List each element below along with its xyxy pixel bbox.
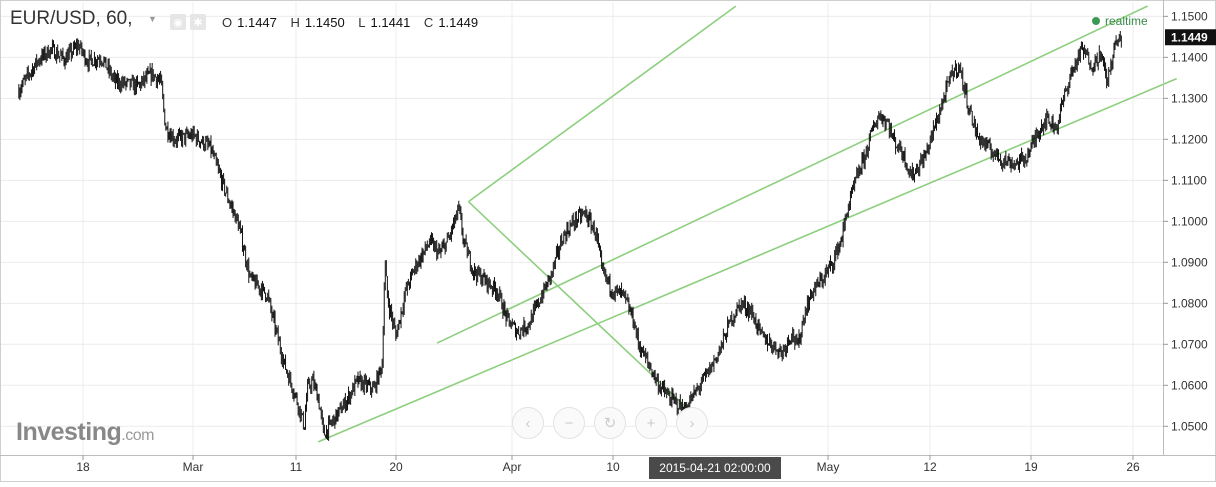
low-value: 1.1441: [370, 15, 411, 30]
last-price-tag: [1165, 29, 1216, 46]
chevron-left-icon: ‹: [525, 414, 531, 432]
y-tick-label: 1.1400: [1171, 50, 1208, 64]
minus-icon: −: [564, 414, 574, 432]
low-key: L: [358, 15, 366, 30]
open-key: O: [222, 15, 233, 30]
refresh-icon: ↻: [603, 415, 617, 432]
candles: [18, 30, 1122, 441]
scroll-left-button[interactable]: ‹: [512, 407, 544, 439]
x-tick-label: Apr: [503, 460, 522, 474]
reset-button[interactable]: ↻: [594, 407, 626, 439]
channel-line[interactable]: [468, 5, 737, 203]
high-key: H: [290, 15, 300, 30]
y-tick-label: 1.0500: [1171, 419, 1208, 433]
chevron-down-icon[interactable]: ▼: [148, 14, 157, 24]
y-tick-label: 1.0600: [1171, 378, 1208, 392]
close-key: C: [423, 15, 434, 30]
y-tick-label: 1.0900: [1171, 255, 1208, 269]
ohlc-readout: O 1.1447 H 1.1450 L 1.1441 C 1.1449: [222, 15, 488, 30]
zoom-out-button[interactable]: −: [553, 407, 585, 439]
settings-icon[interactable]: ✱: [190, 14, 206, 30]
open-value: 1.1447: [237, 15, 277, 30]
x-tick-label: 10: [606, 460, 620, 474]
high-value: 1.1450: [304, 15, 345, 30]
plus-icon: +: [646, 414, 656, 432]
eye-icon[interactable]: ◉: [170, 14, 186, 30]
investing-logo: Investing.com: [16, 418, 154, 447]
status-dot-icon: [1092, 17, 1100, 25]
y-tick-label: 1.1000: [1171, 214, 1208, 228]
zoom-in-button[interactable]: +: [635, 407, 667, 439]
chevron-right-icon: ›: [689, 414, 695, 432]
x-tick-label: 19: [1024, 460, 1038, 474]
channel-line[interactable]: [436, 5, 1148, 344]
x-tick-label: Mar: [183, 460, 204, 474]
x-tick-label: 26: [1126, 460, 1140, 474]
y-tick-label: 1.0700: [1171, 337, 1208, 351]
symbol-title[interactable]: EUR/USD, 60,: [10, 8, 133, 29]
y-tick-label: 1.1300: [1171, 91, 1208, 105]
x-tick-label: 11: [290, 460, 303, 474]
scroll-right-button[interactable]: ›: [676, 407, 708, 439]
logo-main: Investing: [16, 418, 122, 446]
crosshair-date-label: 2015-04-21 02:00:00: [659, 461, 771, 475]
y-tick-label: 1.0800: [1171, 296, 1208, 310]
x-tick-label: May: [817, 460, 840, 474]
x-tick-label: 12: [923, 460, 937, 474]
y-tick-label: 1.1100: [1171, 173, 1207, 187]
x-tick-label: 18: [76, 460, 90, 474]
close-value: 1.1449: [438, 15, 479, 30]
realtime-indicator: realtime: [1092, 14, 1148, 28]
last-price-label: 1.1449: [1171, 30, 1208, 44]
logo-suffix: .com: [121, 427, 154, 444]
realtime-label: realtime: [1105, 14, 1148, 28]
y-tick-label: 1.1200: [1171, 132, 1208, 146]
crosshair-date-box: [649, 457, 781, 479]
x-tick-label: 20: [389, 460, 403, 474]
y-tick-label: 1.1500: [1171, 9, 1208, 23]
